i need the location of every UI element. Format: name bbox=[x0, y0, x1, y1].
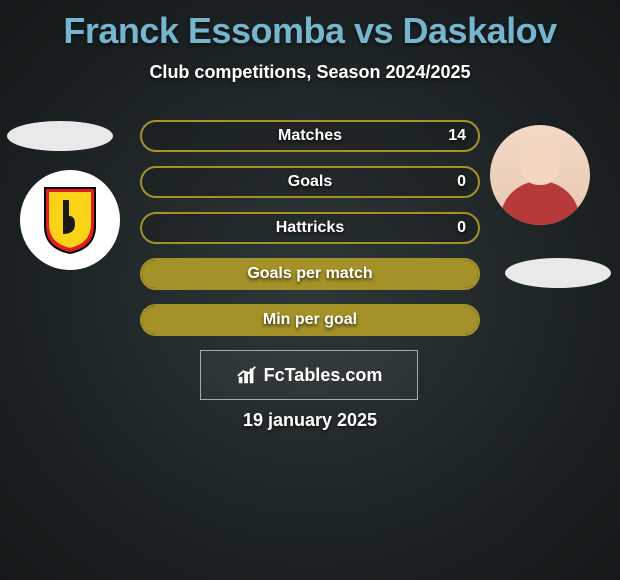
stat-label: Goals bbox=[142, 173, 478, 191]
stat-label: Min per goal bbox=[142, 311, 478, 329]
stat-bar: Goals0 bbox=[140, 166, 480, 198]
stats-container: Matches14Goals0Hattricks0Goals per match… bbox=[140, 120, 480, 350]
stat-value-right: 14 bbox=[448, 127, 466, 145]
date-text: 19 january 2025 bbox=[0, 410, 620, 431]
page-title: Franck Essomba vs Daskalov bbox=[0, 0, 620, 52]
player2-avatar bbox=[490, 125, 590, 225]
stat-label: Matches bbox=[142, 127, 478, 145]
stat-bar: Goals per match bbox=[140, 258, 480, 290]
stat-label: Hattricks bbox=[142, 219, 478, 237]
placeholder-ellipse-left bbox=[7, 121, 113, 151]
stat-bar: Matches14 bbox=[140, 120, 480, 152]
chart-icon bbox=[236, 364, 258, 386]
stat-bar: Min per goal bbox=[140, 304, 480, 336]
placeholder-ellipse-right bbox=[505, 258, 611, 288]
stat-bar: Hattricks0 bbox=[140, 212, 480, 244]
stat-value-right: 0 bbox=[457, 173, 466, 191]
logo-text: FcTables.com bbox=[264, 365, 383, 386]
fctables-logo: FcTables.com bbox=[200, 350, 418, 400]
stat-value-right: 0 bbox=[457, 219, 466, 237]
page-subtitle: Club competitions, Season 2024/2025 bbox=[0, 62, 620, 83]
player1-club-badge bbox=[20, 170, 120, 270]
stat-label: Goals per match bbox=[142, 265, 478, 283]
shield-icon bbox=[41, 186, 99, 254]
